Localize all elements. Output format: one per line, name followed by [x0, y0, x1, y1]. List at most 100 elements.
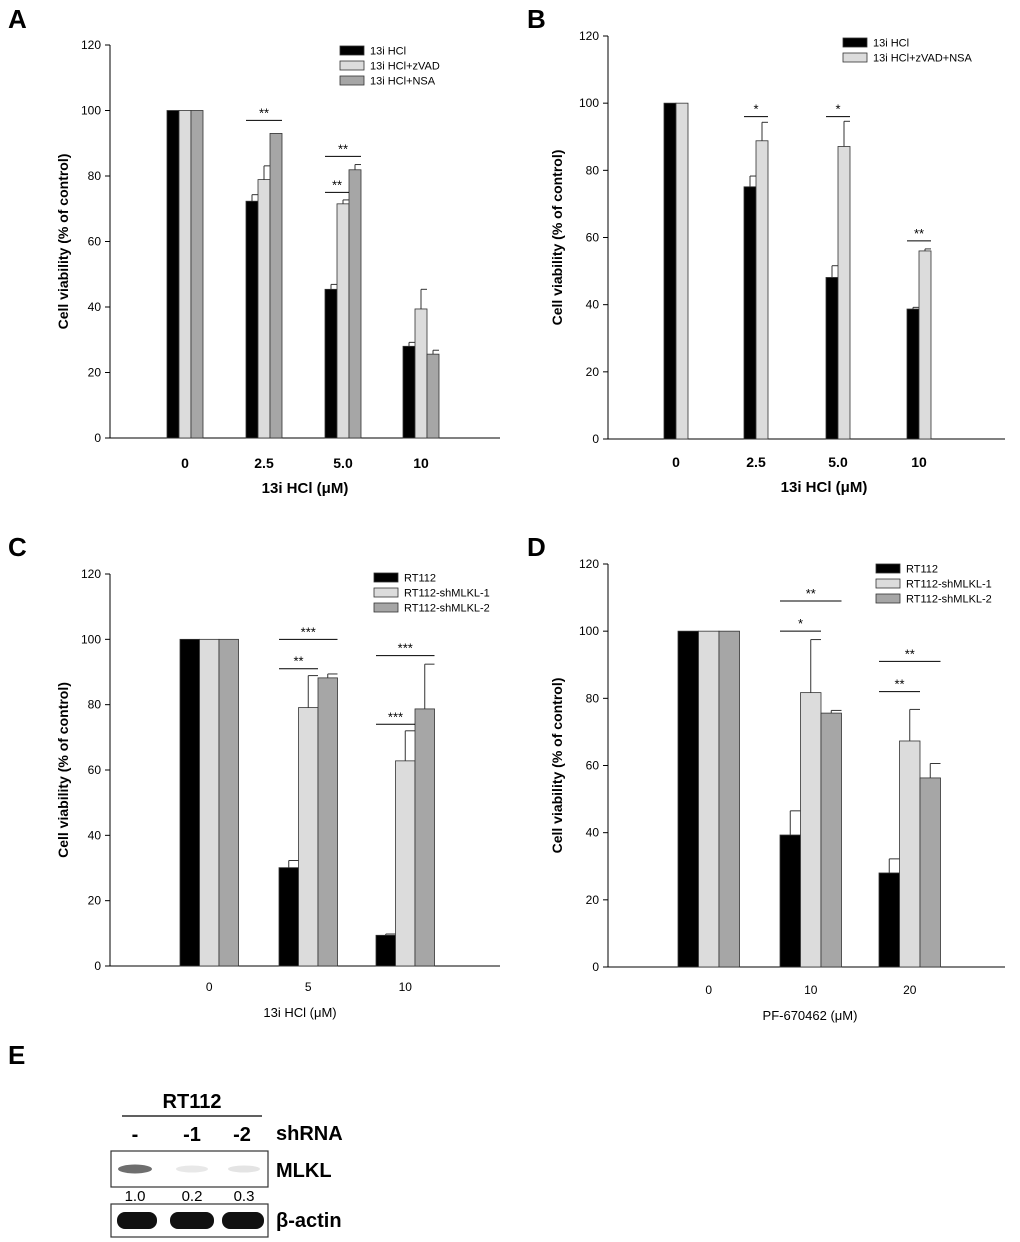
panel-c-bar-1-0 [278, 867, 299, 967]
panel-letter-e: E [8, 1040, 25, 1070]
panel-letter-a: A [8, 4, 27, 34]
panel-b-category-label: 0 [672, 454, 680, 470]
panel-c-legend-label-2: RT112-shMLKL-2 [404, 603, 490, 615]
panel-a-bar-0-1 [178, 110, 192, 439]
shrna-label: shRNA [276, 1123, 343, 1145]
panel-b-legend-label-0: 13i HCl [873, 38, 909, 50]
panel-d-bar-1-1 [800, 692, 822, 968]
panel-a-ytick-label: 100 [81, 104, 101, 118]
panel-b-significance-label-1: * [835, 102, 840, 117]
panel-d-legend-label-1: RT112-shMLKL-1 [906, 579, 992, 591]
panel-b-ytick-label: 20 [586, 365, 600, 379]
actin-band-lane3 [222, 1212, 264, 1229]
panel-b-ytick-label: 0 [592, 432, 599, 446]
panel-b-ytick-label: 60 [586, 231, 600, 245]
panel-c-ytick-label: 100 [81, 632, 101, 646]
panel-d-bar-0-0 [677, 630, 699, 968]
panel-b-legend-swatch-0 [842, 37, 868, 48]
panel-d-category-label: 20 [903, 983, 917, 997]
panel-c-legend-swatch-2 [373, 602, 399, 613]
panel-b-bar-0-1 [675, 102, 689, 440]
panel-d-category-label: 10 [804, 983, 818, 997]
panel-b-significance-label-2: ** [914, 226, 924, 241]
panel-a-legend-label-0: 13i HCl [370, 46, 406, 58]
panel-b-category-label: 5.0 [828, 454, 848, 470]
panel-a-significance-label-1: ** [332, 177, 342, 192]
panel-d-ytick-label: 20 [586, 893, 600, 907]
panel-c-bar-0-2 [218, 638, 239, 967]
actin-label: β-actin [276, 1210, 342, 1232]
actin-band-lane1 [117, 1212, 157, 1229]
panel-b-legend-label-1: 13i HCl+zVAD+NSA [873, 53, 972, 65]
quant-lane3: 0.3 [234, 1188, 255, 1205]
panel-c-bar-0-1 [199, 638, 220, 967]
panel-c-category-label: 5 [305, 980, 312, 994]
panel-a-y-axis-label: Cell viability (% of control) [55, 154, 71, 330]
panel-d-bar-2-0 [878, 872, 900, 968]
panel-a-category-label: 10 [413, 455, 429, 471]
panel-b-category-label: 2.5 [746, 454, 766, 470]
panel-c-ytick-label: 80 [88, 698, 102, 712]
panel-b-x-axis-label: 13i HCl (μM) [781, 479, 868, 496]
panel-a-bar-1-0 [245, 200, 259, 439]
panel-d-bar-0-1 [698, 630, 720, 968]
panel-d-ytick-label: 40 [586, 826, 600, 840]
panel-c-category-label: 10 [399, 980, 413, 994]
panel-d-significance-label-1: ** [806, 586, 816, 601]
panel-a-ytick-label: 60 [88, 235, 102, 249]
panel-a-significance-label-0: ** [259, 105, 269, 120]
lane-label-2: -1 [183, 1124, 201, 1146]
panel-d-legend-swatch-0 [875, 563, 901, 574]
panel-c-significance-label-2: *** [388, 709, 403, 724]
panel-c-legend-swatch-1 [373, 587, 399, 598]
panel-c-significance-label-3: *** [398, 641, 413, 656]
panel-a-bar-3-2 [426, 353, 440, 439]
panel-a-bar-0-0 [166, 110, 180, 439]
panel-b-bar-1-1 [755, 140, 769, 440]
panel-b-bar-0-0 [663, 102, 677, 440]
lane-label-3: -2 [233, 1124, 251, 1146]
panel-a-bar-2-2 [348, 169, 362, 439]
panel-b-ytick-label: 120 [579, 29, 599, 43]
panel-c-bar-0-0 [179, 638, 200, 967]
mlkl-band-lane1 [118, 1164, 152, 1174]
panel-c-bar-2-1 [395, 760, 416, 967]
panel-d-category-label: 0 [705, 983, 712, 997]
panel-c-ytick-label: 0 [94, 959, 101, 973]
panel-c-bar-2-0 [375, 934, 396, 967]
panel-d-ytick-label: 80 [586, 691, 600, 705]
panel-a-bar-3-0 [402, 345, 416, 439]
panel-d-significance-label-0: * [798, 616, 803, 631]
panel-b-bar-3-1 [918, 250, 932, 440]
panel-c-significance-label-0: ** [293, 654, 303, 669]
panel-d-ytick-label: 60 [586, 759, 600, 773]
cell-line-label: RT112 [163, 1091, 222, 1113]
panel-c-ytick-label: 20 [88, 894, 102, 908]
panel-c-ytick-label: 60 [88, 763, 102, 777]
panel-c-bar-1-2 [317, 677, 338, 967]
panel-letter-b: B [527, 4, 546, 34]
panel-a-bar-2-1 [336, 203, 350, 439]
actin-band-lane2 [170, 1212, 214, 1229]
panel-c-legend-label-1: RT112-shMLKL-1 [404, 588, 490, 600]
panel-d-legend-label-2: RT112-shMLKL-2 [906, 594, 992, 606]
panel-b-bar-2-0 [825, 277, 839, 440]
panel-b-ytick-label: 80 [586, 163, 600, 177]
panel-b-y-axis-label: Cell viability (% of control) [549, 150, 565, 326]
mlkl-band-lane2 [176, 1165, 208, 1173]
panel-d-bar-2-1 [899, 740, 921, 968]
panel-c-ytick-label: 120 [81, 567, 101, 581]
quant-lane2: 0.2 [182, 1188, 203, 1205]
panel-a-legend-swatch-0 [339, 45, 365, 56]
panel-b-legend-swatch-1 [842, 52, 868, 63]
panel-b-bar-3-0 [906, 308, 920, 440]
panel-a-ytick-label: 80 [88, 169, 102, 183]
panel-a-category-label: 5.0 [333, 455, 353, 471]
panel-d-legend-swatch-1 [875, 578, 901, 589]
panel-d-ytick-label: 120 [579, 557, 599, 571]
panel-a-bar-1-2 [269, 133, 283, 439]
panel-a-significance-label-2: ** [338, 141, 348, 156]
